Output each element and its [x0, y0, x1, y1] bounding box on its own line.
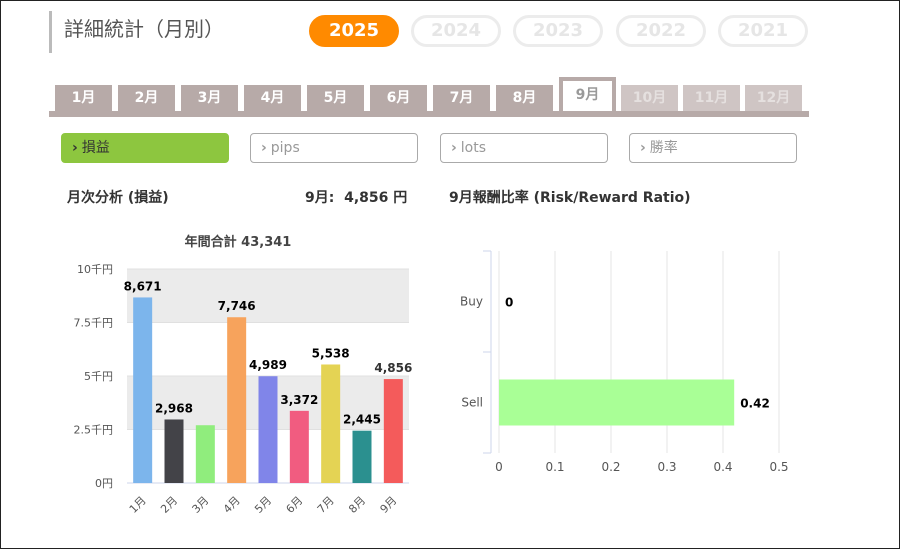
- x-tick-label: 0.3: [657, 460, 676, 474]
- metric-button-profit[interactable]: › 損益: [61, 133, 229, 163]
- hbar-sell: [499, 379, 735, 426]
- chevron-right-icon: ›: [640, 140, 646, 156]
- month-summary: 9月: 4,856 円: [305, 190, 408, 206]
- data-label-2: 2,968: [155, 401, 193, 415]
- data-label-7: 5,538: [312, 346, 350, 360]
- x-tick-label: 0: [495, 460, 503, 474]
- month-tab-5[interactable]: 5月: [307, 85, 364, 111]
- month-tab-11[interactable]: 11月: [683, 85, 740, 111]
- chevron-right-icon: ›: [72, 140, 78, 156]
- data-label-4: 7,746: [218, 299, 256, 313]
- plot-band: [127, 269, 409, 323]
- x-tick-label: 3月: [190, 494, 212, 516]
- bar-1: [133, 297, 153, 483]
- data-label-8: 2,445: [343, 413, 381, 427]
- chevron-right-icon: ›: [261, 140, 267, 156]
- year-tab-2025[interactable]: 2025: [309, 15, 399, 47]
- year-tab-2023[interactable]: 2023: [513, 15, 603, 47]
- risk-reward-heading: 9月報酬比率 (Risk/Reward Ratio): [449, 190, 691, 206]
- month-tab-7[interactable]: 7月: [433, 85, 490, 111]
- y-tick-label: Sell: [461, 396, 483, 410]
- month-tab-4[interactable]: 4月: [244, 85, 301, 111]
- bar-2: [164, 419, 184, 483]
- metric-button-pips[interactable]: › pips: [250, 133, 418, 163]
- metric-button-label: lots: [460, 140, 487, 156]
- month-tabs: 1月 2月 3月 4月 5月 6月 7月 8月 9月 10月 11月 12月: [49, 75, 809, 117]
- data-label-buy: 0: [505, 296, 513, 310]
- data-label-5: 4,989: [249, 358, 287, 372]
- chart-title: 年間合計 43,341: [185, 234, 292, 250]
- x-tick-label: 0.1: [545, 460, 564, 474]
- year-tab-2024[interactable]: 2024: [411, 15, 501, 47]
- month-tab-8[interactable]: 8月: [496, 85, 553, 111]
- y-tick-label: 7.5千円: [74, 317, 114, 330]
- metric-button-label: 勝率: [649, 140, 678, 156]
- x-tick-label: 6月: [284, 494, 306, 516]
- x-tick-label: 1月: [127, 494, 149, 516]
- data-label-1: 8,671: [124, 279, 162, 293]
- bar-9: [383, 379, 403, 483]
- month-tab-2[interactable]: 2月: [118, 85, 175, 111]
- x-tick-label: 4月: [221, 494, 243, 516]
- metric-button-winrate[interactable]: › 勝率: [629, 133, 797, 163]
- x-tick-label: 0.2: [601, 460, 620, 474]
- metric-button-lots[interactable]: › lots: [440, 133, 608, 163]
- year-tab-2021[interactable]: 2021: [718, 15, 808, 47]
- bar-7: [321, 364, 341, 483]
- bar-5: [258, 376, 278, 483]
- x-tick-label: 0.5: [769, 460, 788, 474]
- x-tick-label: 0.4: [713, 460, 732, 474]
- x-tick-label: 8月: [346, 494, 368, 516]
- month-tab-6[interactable]: 6月: [370, 85, 427, 111]
- metric-button-label: pips: [270, 140, 300, 156]
- data-label-sell: 0.42: [740, 397, 770, 411]
- chevron-right-icon: ›: [451, 140, 457, 156]
- data-label-6: 3,372: [280, 393, 318, 407]
- page-title: 詳細統計（月別）: [64, 17, 224, 41]
- bar-6: [289, 410, 309, 483]
- x-tick-label: 7月: [315, 494, 337, 516]
- monthly-profit-chart: 0円 2.5千円 5千円 7.5千円 10千円 年間合計 43,341 8,671 1月 2,9…: [74, 234, 414, 516]
- page-title-bar: 詳細統計（月別）: [49, 11, 224, 53]
- year-tab-2022[interactable]: 2022: [616, 15, 706, 47]
- month-tab-1[interactable]: 1月: [55, 85, 112, 111]
- month-tab-3[interactable]: 3月: [181, 85, 238, 111]
- x-tick-label: 9月: [378, 494, 400, 516]
- monthly-analysis-heading: 月次分析 (損益): [67, 190, 169, 206]
- x-tick-label: 5月: [252, 494, 274, 516]
- metric-button-label: 損益: [81, 140, 110, 156]
- bar-4: [227, 317, 247, 483]
- month-tab-9[interactable]: 9月: [559, 77, 616, 111]
- y-tick-label: 5千円: [84, 370, 113, 383]
- bar-8: [352, 430, 372, 483]
- month-tab-12[interactable]: 12月: [745, 85, 802, 111]
- y-tick-label: 10千円: [77, 263, 113, 276]
- y-tick-label: 2.5千円: [74, 424, 114, 437]
- x-tick-label: 2月: [158, 494, 180, 516]
- month-tab-10[interactable]: 10月: [621, 85, 678, 111]
- risk-reward-chart: 0 0.1 0.2 0.3 0.4 0.5 Buy 0 Sell 0.42: [460, 250, 789, 474]
- y-tick-label: Buy: [460, 295, 483, 309]
- bar-3: [195, 425, 215, 483]
- y-tick-label: 0円: [95, 477, 113, 490]
- data-label-9: 4,856: [374, 361, 412, 375]
